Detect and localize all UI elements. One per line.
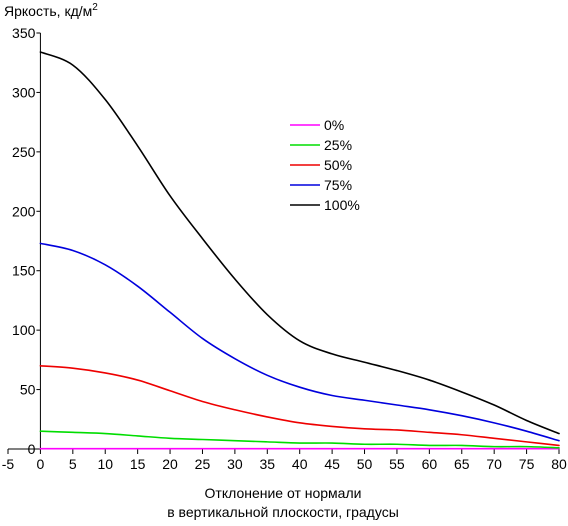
legend-label: 0% bbox=[324, 117, 344, 133]
y-axis-title: Яркость, кд/м2 bbox=[4, 2, 98, 19]
x-tick-label: 75 bbox=[519, 456, 535, 472]
y-tick-label: 350 bbox=[12, 25, 36, 41]
x-tick-label: 20 bbox=[162, 456, 178, 472]
y-tick-label: 100 bbox=[12, 322, 36, 338]
y-tick-label: 50 bbox=[20, 382, 36, 398]
series-line-75-percent bbox=[39, 242, 560, 442]
legend-label: 25% bbox=[324, 137, 352, 153]
x-tick-label: 5 bbox=[69, 456, 77, 472]
x-axis-title-line-2: в вертикальной плоскости, градусы bbox=[167, 504, 399, 520]
y-tick-label: 250 bbox=[12, 144, 36, 160]
x-tick-label: 55 bbox=[389, 456, 405, 472]
x-tick-label: 25 bbox=[195, 456, 211, 472]
x-tick-label: 35 bbox=[260, 456, 276, 472]
x-tick-label: 60 bbox=[422, 456, 438, 472]
x-tick-label: -5 bbox=[2, 456, 15, 472]
y-tick-label: 150 bbox=[12, 263, 36, 279]
x-tick-label: 45 bbox=[324, 456, 340, 472]
series-line-100-percent bbox=[39, 51, 560, 435]
series-line-25-percent bbox=[39, 430, 560, 449]
legend-label: 100% bbox=[324, 197, 360, 213]
x-tick-label: 70 bbox=[486, 456, 502, 472]
y-tick-label: 300 bbox=[12, 84, 36, 100]
x-tick-label: 30 bbox=[227, 456, 243, 472]
y-tick-label: 200 bbox=[12, 203, 36, 219]
series-line-50-percent bbox=[39, 365, 560, 447]
x-tick-label: 65 bbox=[454, 456, 470, 472]
x-tick-label: 40 bbox=[292, 456, 308, 472]
y-axis-title-main: Яркость, кд/м bbox=[4, 3, 92, 19]
x-axis-title-line-1: Отклонение от нормали bbox=[205, 485, 362, 501]
x-tick-label: 10 bbox=[97, 456, 113, 472]
x-tick-label: 0 bbox=[37, 456, 45, 472]
x-tick-label: 50 bbox=[357, 456, 373, 472]
x-tick-label: 80 bbox=[551, 456, 567, 472]
y-axis-title-superscript: 2 bbox=[92, 2, 98, 13]
legend-label: 75% bbox=[324, 177, 352, 193]
legend-label: 50% bbox=[324, 157, 352, 173]
x-tick-label: 15 bbox=[130, 456, 146, 472]
y-tick-label: 0 bbox=[28, 441, 36, 457]
